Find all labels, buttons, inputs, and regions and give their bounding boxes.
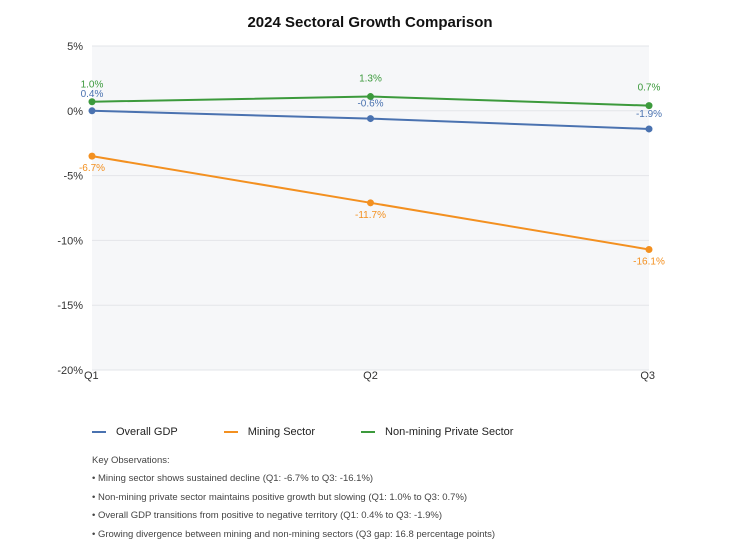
y-tick-label: 0% [67,106,83,118]
data-label: -0.6% [357,99,383,110]
x-tick-label: Q2 [363,370,378,382]
data-label: 0.7% [638,83,661,94]
data-point [367,115,374,123]
legend-swatch [361,431,376,433]
data-label: 1.0% [81,80,104,91]
data-point [367,199,374,207]
data-point [367,93,374,101]
data-point [88,107,96,115]
series-data-labels: 0.4% -0.6% -1.9% -6.7% -11.7% -16.1% 1.0% 1.3% 0… [79,74,665,268]
observation-item: Mining sector shows sustained decline (Q… [92,470,495,488]
x-axis-ticks: Q1 Q2 Q3 [84,370,655,382]
legend: Overall GDP Mining Sector Non-mining Pri… [92,426,559,438]
y-tick-label: -5% [63,171,83,183]
data-point [645,245,653,253]
data-label: -1.9% [636,109,662,120]
legend-swatch [92,431,106,433]
data-label: -16.1% [633,256,665,267]
legend-label: Non-mining Private Sector [385,426,514,438]
y-axis-ticks: 5% 0% -5% -10% -15% -20% [57,41,83,377]
y-tick-label: -15% [57,300,83,312]
data-point [88,98,96,106]
data-point [645,102,653,110]
data-label: -6.7% [79,163,105,174]
x-tick-label: Q1 [84,370,99,382]
gridlines [92,45,649,371]
data-point [88,152,96,160]
legend-label: Mining Sector [247,426,316,438]
data-label: -11.7% [355,210,386,221]
data-label: 1.3% [359,74,382,85]
x-tick-label: Q3 [640,370,655,382]
observation-item: Overall GDP transitions from positive to… [92,507,495,525]
y-tick-label: -10% [57,235,83,247]
legend-item-overall-gdp[interactable]: Overall GDP [92,426,178,438]
legend-label: Overall GDP [116,426,178,438]
key-observations: Key Observations: Mining sector shows su… [92,452,495,544]
data-point [645,125,653,133]
chart-title: 2024 Sectoral Growth Comparison [247,14,492,31]
y-tick-label: -20% [57,365,83,377]
observation-item: Non-mining private sector maintains posi… [92,489,495,507]
legend-swatch [223,431,238,433]
legend-item-mining-sector[interactable]: Mining Sector [223,426,316,438]
data-label: 0.4% [81,89,104,100]
y-tick-label: 5% [67,41,83,53]
observations-heading: Key Observations: [92,455,170,466]
observation-item: Growing divergence between mining and no… [92,526,495,544]
legend-item-non-mining-private-sector[interactable]: Non-mining Private Sector [361,426,513,438]
series-points [88,93,653,253]
